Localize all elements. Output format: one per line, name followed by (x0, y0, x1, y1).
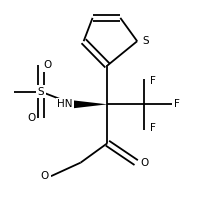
Text: S: S (141, 36, 148, 46)
Text: F: F (149, 76, 155, 86)
Text: O: O (44, 60, 52, 71)
Text: O: O (139, 158, 148, 168)
Text: F: F (173, 99, 179, 109)
Text: O: O (41, 171, 49, 181)
Text: O: O (27, 113, 35, 123)
Text: F: F (149, 123, 155, 133)
Text: S: S (38, 87, 44, 97)
Polygon shape (73, 100, 107, 108)
Text: HN: HN (57, 99, 72, 109)
